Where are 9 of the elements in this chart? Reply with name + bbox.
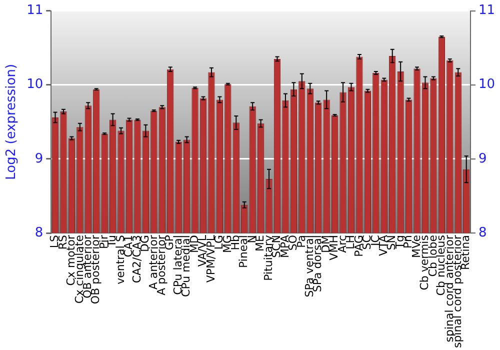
y-tick-label: 9 (34, 151, 44, 166)
y-axis-title: Log2 (expression) (4, 64, 20, 180)
y2-tick-label: 11 (478, 3, 496, 18)
y-tick-label: 10 (26, 77, 44, 92)
y2-tick-label: 9 (478, 151, 487, 166)
y2-tick-label: 10 (478, 77, 496, 92)
y-tick-label: 8 (34, 225, 44, 240)
y2-tick-label: 8 (478, 225, 487, 240)
y-tick-label: 11 (26, 3, 44, 18)
